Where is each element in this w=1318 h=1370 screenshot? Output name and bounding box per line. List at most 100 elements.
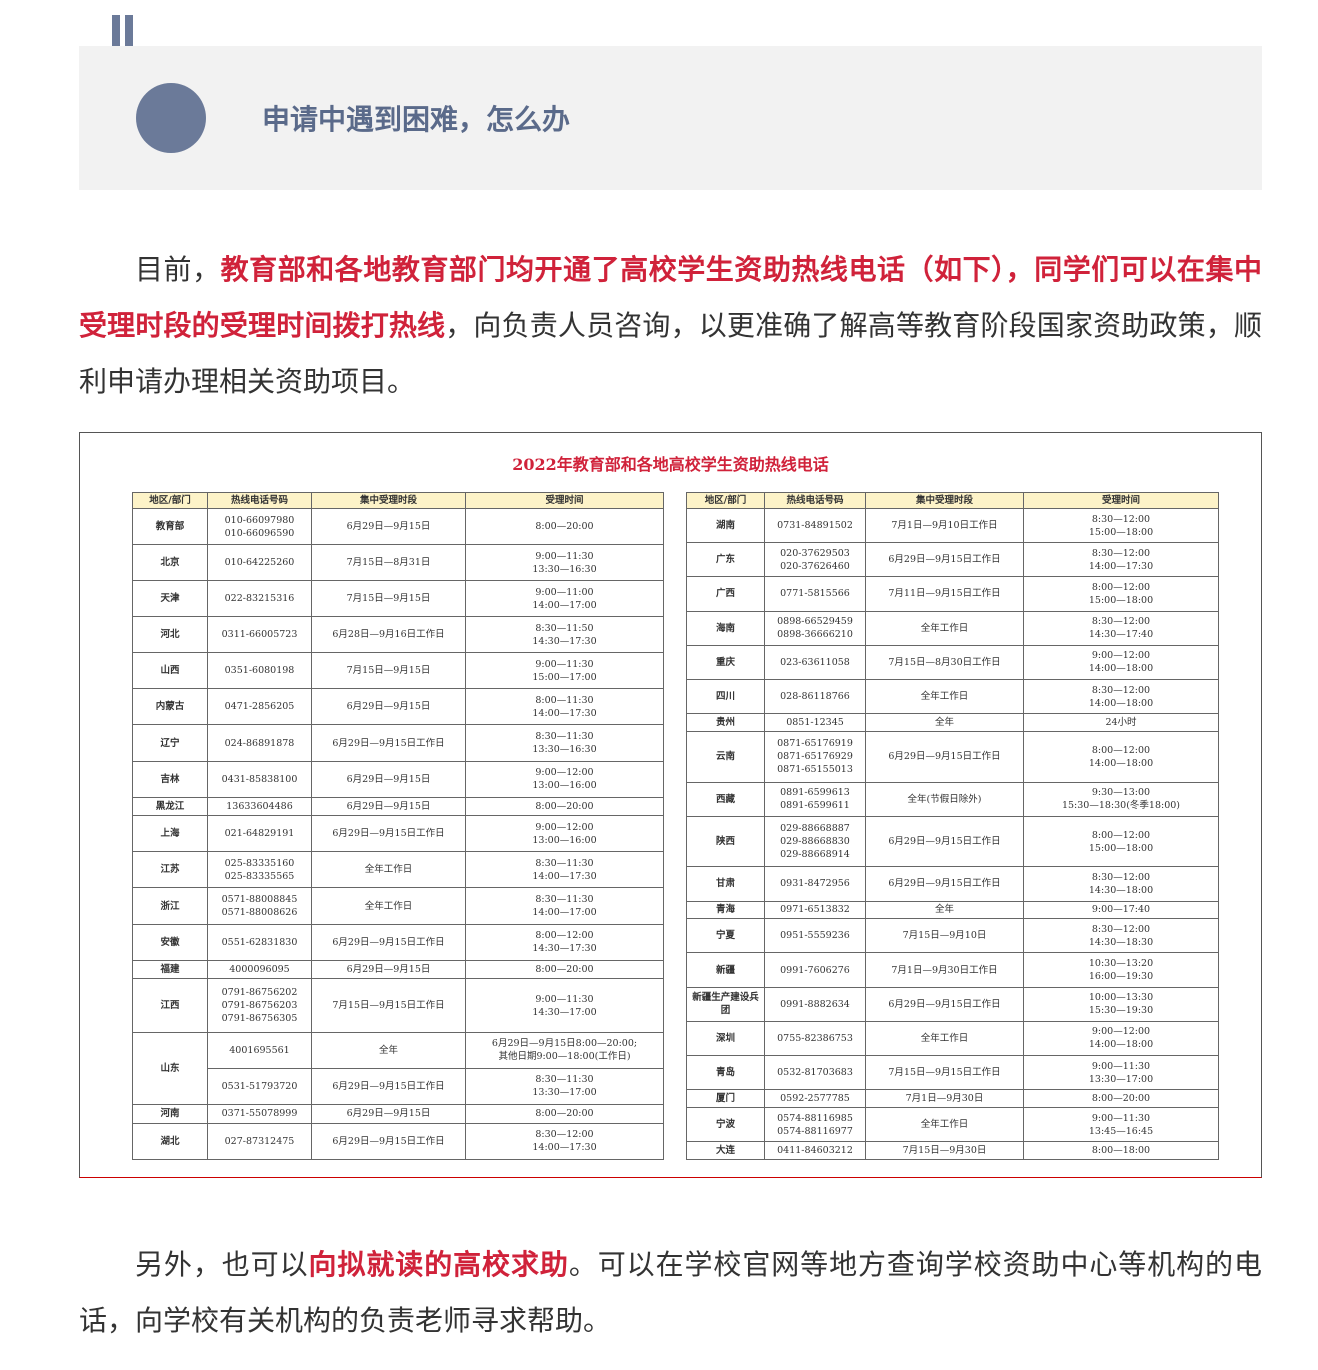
table-cell: 8:00—20:00 — [465, 1103, 664, 1124]
paragraph: 另外，也可以向拟就读的高校求助。可以在学校官网等地方查询学校资助中心等机构的电话… — [79, 1237, 1262, 1349]
highlight-text: 教育部和各地教育部门均开通了高校学生资助热线电话（如下），同学们可以在集中受理时… — [79, 253, 1262, 342]
region-cell: 福建 — [132, 959, 208, 980]
table-cell: 0431-85838100 — [207, 760, 312, 798]
figure-title: 2022年教育部和各地高校学生资助热线电话 — [512, 455, 829, 474]
table-cell: 9:00—12:00 13:00—16:00 — [465, 815, 664, 853]
table-cell: 6月28日—9月16日工作日 — [311, 616, 466, 654]
table-cell: 6月29日—9月15日工作日 — [865, 986, 1024, 1022]
paragraph: 目前，教育部和各地教育部门均开通了高校学生资助热线电话（如下），同学们可以在集中… — [79, 242, 1262, 410]
table-row: 广东 020-37629503 020-37626460 6月29日—9月15日工作… — [686, 542, 1219, 578]
table-cell: 6月29日—9月15日工作日 — [311, 815, 466, 853]
table-row: 浙江 0571-88008845 0571-88008626 全年工作日 8:30—1… — [132, 887, 664, 925]
table-cell: 6月29日—9月15日 — [311, 760, 466, 798]
table-cell: 8:30—11:30 14:00—17:30 — [465, 851, 664, 889]
table-cell: 0351-6080198 — [207, 652, 312, 690]
table-cell: 9:00—11:30 13:45—16:45 — [1023, 1106, 1219, 1143]
region-cell: 贵州 — [686, 713, 765, 732]
table-cell: 029-88668887 029-88668830 029-88668914 — [764, 815, 866, 868]
decor-bars — [112, 15, 133, 52]
table-cell: 8:30—12:00 14:00—17:30 — [1023, 542, 1219, 578]
table-cell: 8:00—11:30 14:00—17:30 — [465, 688, 664, 726]
table-cell: 0991-8882634 — [764, 986, 866, 1022]
hotline-figure: 2022年教育部和各地高校学生资助热线电话 地区/部门 热线电话号码 集中受理时段受… — [79, 432, 1262, 1178]
table-cell: 6月29日—9月15日工作日 — [311, 1067, 466, 1105]
table-row: 吉林 0431-85838100 6月29日—9月15日 9:00—12:00 13:… — [132, 760, 664, 798]
region-cell: 河北 — [132, 616, 208, 654]
table-row: 深圳 0755-82386753 全年工作日 9:00—12:00 14:00—18:… — [686, 1020, 1219, 1057]
table-cell: 8:30—12:00 14:00—18:00 — [1023, 678, 1219, 715]
table-row: 山西 0351-6080198 7月15日—9月15日 9:00—11:30 15:0… — [132, 652, 664, 690]
table-cell: 全年工作日 — [311, 887, 466, 925]
text: ，向负责人员咨询，以更准确了解高等教育阶段国家资助政策，顺利申请办理相关资助项目… — [79, 309, 1262, 398]
table-cell: 010-66097980 010-66096590 — [207, 507, 312, 546]
table-cell: 8:00—20:00 — [465, 507, 664, 546]
table-row: 陕西 029-88668887 029-88668830 029-88668914… — [686, 815, 1219, 868]
table-row: 山东 4001695561 全年 6月29日—9月15日8:00—20:00; 其他日… — [132, 1031, 664, 1105]
table-row: 广西 0771-5815566 7月11日—9月15日工作日 8:00—12:00 1… — [686, 576, 1219, 612]
table-cell: 7月15日—9月30日 — [865, 1141, 1024, 1160]
table-cell: 全年工作日 — [865, 678, 1024, 715]
table-cell: 6月29日—9月15日工作日 — [311, 724, 466, 762]
table-cell: 6月29日—9月15日 — [311, 1103, 466, 1124]
table-cell: 9:00—12:00 14:00—18:00 — [1023, 644, 1219, 680]
table-cell: 8:30—12:00 14:30—18:00 — [1023, 866, 1219, 902]
table-cell: 6月29日—9月15日 — [311, 507, 466, 546]
table-row: 甘肃 0931-8472956 6月29日—9月15日工作日 8:30—12:00 1… — [686, 866, 1219, 902]
table-cell: 9:00—11:30 15:00—17:00 — [465, 652, 664, 690]
table-cell: 6月29日—9月15日 — [311, 796, 466, 817]
table-cell: 010-64225260 — [207, 544, 312, 582]
region-cell: 安徽 — [132, 923, 208, 961]
table-cell: 8:30—11:30 13:30—16:30 — [465, 724, 664, 762]
region-cell: 教育部 — [132, 507, 208, 546]
table-cell: 8:30—12:00 14:30—18:30 — [1023, 918, 1219, 954]
region-cell: 新疆 — [686, 952, 765, 988]
table-cell: 8:30—12:00 15:00—18:00 — [1023, 507, 1219, 544]
table-cell: 0771-5815566 — [764, 576, 866, 612]
table-cell: 0898-66529459 0898-36666210 — [764, 610, 866, 646]
table-cell: 全年 — [865, 713, 1024, 732]
table-row: 厦门 0592-2577785 7月1日—9月30日 8:00—20:00 — [686, 1089, 1219, 1108]
table-cell: 7月15日—8月31日 — [311, 544, 466, 582]
table-row: 辽宁 024-86891878 6月29日—9月15日工作日 8:30—11:30 1… — [132, 724, 664, 762]
region-cell: 湖南 — [686, 507, 765, 544]
table-cell: 027-87312475 — [207, 1122, 312, 1161]
table-cell: 7月1日—9月30日工作日 — [865, 952, 1024, 988]
table-row: 北京 010-64225260 7月15日—8月31日 9:00—11:30 13:3… — [132, 544, 664, 582]
region-cell: 内蒙古 — [132, 688, 208, 726]
table-row: 天津 022-83215316 7月15日—9月15日 9:00—11:00 14:0… — [132, 580, 664, 618]
table-cell: 6月29日—9月15日工作日 — [311, 923, 466, 961]
hotline-table: 地区/部门 热线电话号码 集中受理时段 受理时间 教育部 010-66097980 010… — [132, 492, 664, 1161]
table-row: 上海 021-64829191 6月29日—9月15日工作日 9:00—12:00 1… — [132, 815, 664, 853]
table-cell: 8:00—20:00 — [465, 959, 664, 980]
table-cell: 6月29日—9月15日工作日 — [865, 866, 1024, 902]
table-cell: 022-83215316 — [207, 580, 312, 618]
region-cell: 四川 — [686, 678, 765, 715]
table-cell: 9:00—12:00 14:00—18:00 — [1023, 1020, 1219, 1057]
table-cell: 0951-5559236 — [764, 918, 866, 954]
section-header: 申请中遇到困难，怎么办 — [79, 46, 1262, 190]
region-cell: 江苏 — [132, 851, 208, 889]
table-cell: 0931-8472956 — [764, 866, 866, 902]
table-cell: 全年工作日 — [311, 851, 466, 889]
table-row: 贵州 0851-12345 全年 24小时 — [686, 713, 1219, 732]
header-cell: 地区/部门 — [132, 492, 208, 509]
region-cell: 厦门 — [686, 1089, 765, 1108]
table-row: 河北 0311-66005723 6月28日—9月16日工作日 8:30—11:50 … — [132, 616, 664, 654]
table-row: 大连 0411-84603212 7月15日—9月30日 8:00—18:00 — [686, 1141, 1219, 1160]
table-cell: 0891-6599613 0891-6599611 — [764, 781, 866, 817]
table-row: 西藏 0891-6599613 0891-6599611 全年(节假日除外) 9:30… — [686, 781, 1219, 817]
table-row: 江苏 025-83335160 025-83335565 全年工作日 8:30—11:… — [132, 851, 664, 889]
table-row: 青岛 0532-81703683 7月15日—9月15日工作日 9:00—11:30 … — [686, 1054, 1219, 1091]
table-cell: 全年 — [311, 1031, 466, 1069]
table-cell: 0851-12345 — [764, 713, 866, 732]
header-cell: 地区/部门 — [686, 492, 765, 509]
table-cell: 7月15日—8月30日工作日 — [865, 644, 1024, 680]
table-row: 教育部 010-66097980 010-66096590 6月29日—9月15日 8… — [132, 507, 664, 546]
region-cell: 宁波 — [686, 1106, 765, 1143]
table-cell: 0755-82386753 — [764, 1020, 866, 1057]
table-cell: 6月29日—9月15日工作日 — [865, 542, 1024, 578]
table-cell: 4000096095 — [207, 959, 312, 980]
table-row: 黑龙江 13633604486 6月29日—9月15日 8:00—20:00 — [132, 796, 664, 817]
table-row: 湖南 0731-84891502 7月1日—9月10日工作日 8:30—12:00 1… — [686, 507, 1219, 544]
